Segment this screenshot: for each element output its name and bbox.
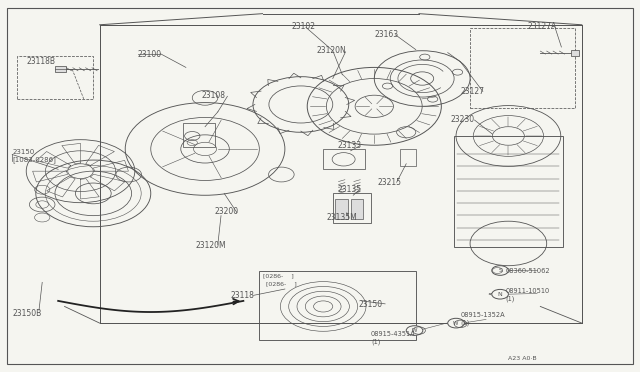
Text: [0286-    ]: [0286- ] (262, 273, 293, 278)
Text: 23118: 23118 (230, 291, 255, 300)
Bar (351, 199, 364, 219)
Text: 08911-10510
(1): 08911-10510 (1) (505, 288, 550, 302)
Text: 23100: 23100 (138, 50, 162, 59)
Circle shape (406, 326, 423, 335)
Bar (182, 123, 214, 147)
Bar (470, 29, 575, 108)
Text: 23150
[1083-0286]: 23150 [1083-0286] (12, 149, 56, 163)
Text: W: W (453, 321, 459, 326)
Circle shape (492, 266, 508, 275)
Text: 23120N: 23120N (317, 46, 346, 55)
Text: A23 A0·B: A23 A0·B (508, 356, 537, 361)
Bar (571, 49, 579, 55)
Text: 23127A: 23127A (527, 22, 557, 31)
Text: 23133: 23133 (338, 141, 362, 150)
Text: 23127: 23127 (461, 87, 484, 96)
Text: 23150: 23150 (358, 300, 383, 309)
Text: S: S (498, 268, 502, 273)
Text: 23135M: 23135M (326, 213, 357, 222)
Text: 23163: 23163 (374, 29, 399, 39)
Text: N: N (498, 292, 502, 297)
Bar (454, 136, 563, 247)
Bar (55, 66, 67, 72)
Text: [0286-    ]: [0286- ] (266, 282, 296, 287)
Text: W: W (412, 328, 417, 333)
Bar (400, 149, 416, 166)
Text: 08915-4351A
(1): 08915-4351A (1) (371, 331, 416, 345)
Bar (335, 199, 348, 219)
Bar (259, 271, 416, 340)
Text: 23135: 23135 (338, 185, 362, 194)
Text: 23215: 23215 (378, 178, 401, 187)
Text: 23200: 23200 (214, 208, 239, 217)
Text: 08915-1352A
(1): 08915-1352A (1) (461, 312, 505, 326)
Circle shape (448, 318, 465, 328)
Bar (333, 193, 371, 223)
Bar (17, 56, 93, 99)
Text: 23108: 23108 (202, 91, 226, 100)
Text: 23102: 23102 (291, 22, 316, 31)
Text: 23150B: 23150B (12, 310, 42, 318)
Circle shape (492, 289, 508, 299)
Text: 23230: 23230 (451, 115, 475, 124)
Text: 23118B: 23118B (26, 57, 55, 66)
Text: 08360-51062: 08360-51062 (505, 268, 550, 274)
Text: 23120M: 23120M (195, 241, 226, 250)
Bar (323, 149, 365, 169)
